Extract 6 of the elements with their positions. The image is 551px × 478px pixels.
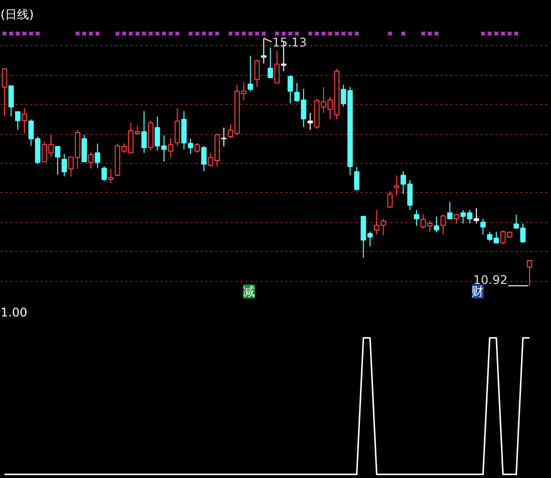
annotation: 15.13	[272, 35, 307, 50]
annotation: 减	[243, 284, 256, 298]
annotation: 财	[472, 284, 484, 298]
chart-title: (日线)	[0, 8, 34, 22]
annotation: 10.92	[473, 272, 508, 287]
chart-title: 1.00	[0, 306, 28, 320]
